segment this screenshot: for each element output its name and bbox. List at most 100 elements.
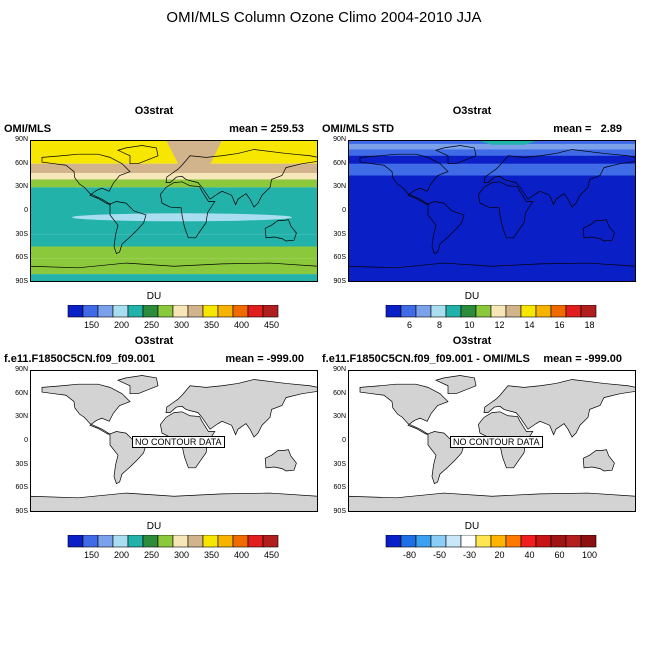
lat-label: 30S [333,230,346,238]
colorbar-swatch [127,305,144,318]
colorbar-tick-label: 18 [584,320,594,330]
colorbar-swatch [142,535,159,548]
panel-omi-mls: O3strat OMI/MLS mean = 259.53 90N 60N 30N 0 30S… [4,105,318,335]
colorbar-units: DU [146,521,162,532]
high-std-region [476,140,540,145]
continent-outline [165,149,318,208]
lat-label: 90S [333,278,346,285]
no-contour-data-label: NO CONTOUR DATA [132,436,225,448]
panel-model-minus-obs: O3strat f.e11.F1850C5CN.f09_f09.001 - OMI… [322,335,636,565]
colorbar: 150 200 250 300 350 400 450 [67,535,279,560]
low-ozone-band [72,213,292,222]
continent-outline [582,449,615,472]
continent-outline [427,201,465,255]
continent-outline [165,379,318,438]
colorbar-swatch [187,305,204,318]
colorbar-tick-label: 250 [144,550,159,560]
colorbar-swatch [157,535,174,548]
colorbar-tick-label: 250 [144,320,159,330]
ozone-band [30,234,318,247]
colorbar-swatch [157,305,174,318]
colorbar-swatch [505,305,522,318]
colorbar-swatch [565,305,582,318]
colorbar: -80 -50 -30 20 40 60 100 [385,535,597,560]
continent-outline [160,181,216,239]
colorbar-swatch [97,305,114,318]
colorbar-tick-label: 150 [84,320,99,330]
map-frame [348,140,636,282]
ozone-band [30,179,318,188]
colorbar-units: DU [464,521,480,532]
colorbar-tick-label: 350 [204,320,219,330]
lat-label: 90S [15,508,28,515]
colorbar-swatch [400,535,417,548]
colorbar-swatch [82,535,99,548]
colorbar-swatch [385,535,402,548]
map-plot [348,140,636,282]
colorbar-tick-label: -80 [403,550,416,560]
colorbar-swatch [490,305,507,318]
colorbar-swatch [520,535,537,548]
continent-outline [359,383,449,436]
ozone-band [30,187,318,235]
colorbar-swatch [172,305,189,318]
lat-label: 30N [15,413,28,421]
panel-top-title: O3strat [452,105,492,117]
colorbar-swatch [385,305,402,318]
colorbar-swatch [535,535,552,548]
colorbar-swatch [400,305,417,318]
colorbar-swatch [445,305,462,318]
colorbar-swatch [415,305,432,318]
ozone-band [30,163,318,174]
colorbar-tick-label: 400 [234,550,249,560]
panel-left-title: OMI/MLS [4,123,52,135]
lat-label: 60N [15,159,28,167]
colorbar-swatch [535,305,552,318]
continent-outline [264,449,297,472]
colorbar-swatch [445,535,462,548]
colorbar: 150 200 250 300 350 400 450 [67,305,279,330]
colorbar-tick-label: 100 [582,550,597,560]
continent-outline [483,149,636,208]
lat-label: 90N [333,136,346,143]
panel-left-title: OMI/MLS STD [322,123,395,135]
ozone-band [30,274,318,282]
lat-label: 30N [333,413,346,421]
colorbar-swatch [202,305,219,318]
map-frame [30,140,318,282]
colorbar-swatch [172,535,189,548]
continent-outline [435,145,477,165]
continent-outline [117,145,159,165]
continent-outline [30,492,318,512]
colorbar-swatch [580,305,597,318]
colorbar-tick-label: 200 [114,550,129,560]
colorbar-swatch [127,535,144,548]
ozone-band [348,140,636,282]
lat-label: 30N [15,183,28,191]
colorbar-swatch [430,535,447,548]
lat-label: 0 [24,437,28,444]
colorbar-tick-label: 6 [407,320,412,330]
panel-left-title: f.e11.F1850C5CN.f09_f09.001 [4,353,156,365]
panel-model: O3strat f.e11.F1850C5CN.f09_f09.001 mean =… [4,335,318,565]
lat-label: 90N [333,366,346,373]
lat-label: 60N [15,389,28,397]
panel-top-title: O3strat [134,105,174,117]
ozone-band [30,246,318,259]
lat-label: 30S [15,230,28,238]
colorbar-tick-label: 16 [554,320,564,330]
panel-mean: mean = 2.89 [553,123,622,135]
continent-outline [264,219,297,242]
colorbar-swatch [490,535,507,548]
continent-outline [41,153,131,206]
lat-label: 90S [333,508,346,515]
figure-title: OMI/MLS Column Ozone Climo 2004-2010 JJA [166,9,482,26]
colorbar-swatch [247,535,264,548]
colorbar-swatch [67,535,84,548]
colorbar-swatch [202,535,219,548]
continent-outline [30,262,318,282]
lat-label: 0 [24,207,28,214]
lat-label: 0 [342,207,346,214]
colorbar-swatch [262,535,279,548]
lat-label: 30N [333,183,346,191]
